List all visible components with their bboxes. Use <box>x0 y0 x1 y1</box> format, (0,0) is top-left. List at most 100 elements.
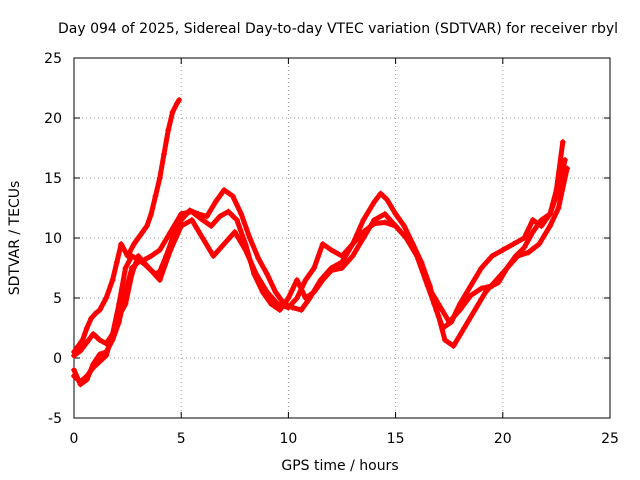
data-point <box>253 271 260 277</box>
data-point <box>225 208 232 215</box>
data-point <box>255 255 262 262</box>
data-point <box>92 310 99 317</box>
x-tick-label: 0 <box>70 431 79 447</box>
data-point <box>392 211 399 217</box>
data-point <box>188 217 195 223</box>
data-point <box>441 337 448 343</box>
data-points <box>71 97 571 388</box>
data-point <box>221 241 228 247</box>
data-point <box>148 211 155 217</box>
x-tick-labels: 0 5 10 15 20 25 <box>70 431 619 447</box>
data-point <box>467 292 474 299</box>
series-trace <box>71 157 568 385</box>
data-point <box>478 265 485 271</box>
data-point <box>529 217 536 223</box>
y-tick-label: 20 <box>44 111 62 127</box>
data-point <box>489 253 496 259</box>
data-point <box>131 241 138 247</box>
data-point <box>450 343 457 349</box>
data-point <box>238 211 245 217</box>
data-point <box>461 325 468 331</box>
x-axis-label: GPS time / hours <box>281 458 398 474</box>
y-tick-label: 0 <box>53 351 62 367</box>
data-point <box>274 301 281 307</box>
data-point <box>529 229 536 235</box>
data-point <box>384 196 391 203</box>
data-point <box>188 208 195 215</box>
y-tick-label: -5 <box>48 411 62 427</box>
data-point <box>113 259 120 265</box>
data-point <box>96 337 103 343</box>
data-point <box>403 235 410 241</box>
data-point <box>135 253 142 259</box>
data-point <box>203 213 210 220</box>
data-point <box>146 265 153 271</box>
data-point <box>536 241 543 247</box>
y-tick-label: 25 <box>44 51 62 67</box>
data-point <box>293 295 300 301</box>
data-point <box>285 295 292 301</box>
data-point <box>263 271 270 277</box>
data-point <box>263 289 270 295</box>
data-point <box>90 364 97 371</box>
data-point <box>165 127 172 133</box>
data-point <box>435 313 442 319</box>
grid <box>74 58 610 418</box>
data-point <box>377 190 384 197</box>
data-point <box>116 313 123 319</box>
data-point <box>246 235 253 241</box>
data-point <box>77 347 84 354</box>
data-point <box>360 229 367 235</box>
data-point <box>504 265 511 271</box>
data-point <box>103 352 110 359</box>
series-trace <box>71 97 182 355</box>
data-point <box>510 241 517 247</box>
data-point <box>456 307 463 313</box>
data-point <box>521 244 528 251</box>
data-point <box>489 283 496 289</box>
data-point <box>71 367 77 373</box>
data-point <box>538 217 545 223</box>
data-point <box>216 213 223 220</box>
y-tick-label: 5 <box>53 291 62 307</box>
data-point <box>103 295 110 301</box>
data-point <box>161 151 168 157</box>
data-point <box>525 249 532 256</box>
data-point <box>521 235 528 241</box>
data-point <box>122 301 129 307</box>
data-point <box>77 379 84 385</box>
data-point <box>156 277 163 283</box>
data-point <box>176 97 183 103</box>
data-point <box>319 241 326 247</box>
data-point <box>276 307 283 313</box>
y-tick-labels: -5 0 5 10 15 20 25 <box>44 51 62 427</box>
data-point <box>242 247 249 253</box>
data-point <box>178 223 185 229</box>
data-point <box>328 267 335 274</box>
data-point <box>71 373 77 379</box>
data-point <box>401 223 408 229</box>
chart-title: Day 094 of 2025, Sidereal Day-to-day VTE… <box>58 21 618 37</box>
data-point <box>167 229 174 235</box>
data-point <box>467 283 474 289</box>
data-point <box>414 253 421 259</box>
data-point <box>293 277 300 283</box>
data-point <box>311 289 318 295</box>
data-point <box>446 319 453 325</box>
x-tick-label: 5 <box>177 431 186 447</box>
data-point <box>156 175 163 181</box>
data-point <box>212 199 219 205</box>
data-point <box>561 157 568 163</box>
data-point <box>152 193 159 199</box>
data-point <box>83 339 90 346</box>
data-point <box>199 235 206 241</box>
data-point <box>559 139 566 145</box>
x-tick-label: 20 <box>494 431 512 447</box>
data-point <box>555 205 562 211</box>
data-point <box>109 331 116 337</box>
data-point <box>139 229 146 235</box>
data-point <box>311 265 318 271</box>
data-point <box>178 211 185 217</box>
data-point <box>75 343 82 349</box>
data-point <box>495 279 502 286</box>
